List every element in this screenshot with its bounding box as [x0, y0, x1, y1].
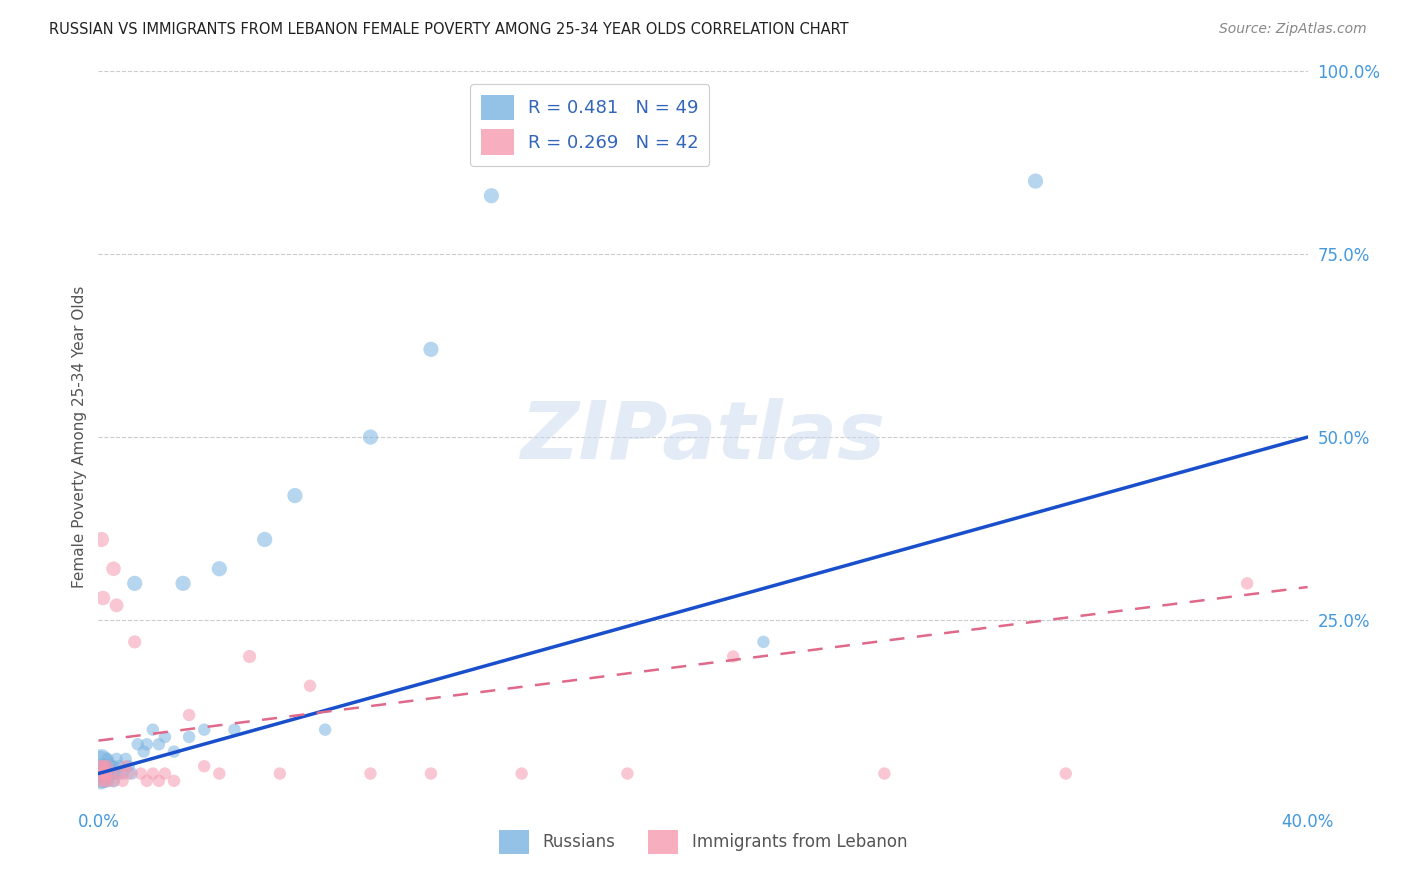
Point	[269, 766, 291, 780]
Point	[105, 766, 128, 780]
Point	[90, 533, 112, 547]
Point	[89, 766, 111, 780]
Point	[153, 730, 176, 744]
Point	[510, 766, 533, 780]
Point	[114, 752, 136, 766]
Point	[105, 599, 128, 613]
Point	[96, 752, 118, 766]
Point	[1236, 576, 1258, 591]
Point	[100, 759, 122, 773]
Point	[124, 576, 146, 591]
Y-axis label: Female Poverty Among 25-34 Year Olds: Female Poverty Among 25-34 Year Olds	[72, 286, 87, 588]
Point	[142, 723, 165, 737]
Point	[193, 723, 215, 737]
Point	[91, 773, 114, 788]
Point	[94, 766, 117, 780]
Point	[93, 766, 115, 780]
Point	[179, 708, 201, 723]
Point	[148, 773, 170, 788]
Point	[299, 679, 322, 693]
Point	[103, 562, 125, 576]
Point	[752, 635, 775, 649]
Point	[103, 773, 125, 788]
Point	[90, 766, 112, 780]
Point	[96, 773, 118, 788]
Point	[360, 430, 382, 444]
Point	[111, 773, 134, 788]
Point	[91, 591, 114, 605]
Point	[91, 759, 114, 773]
Point	[208, 766, 231, 780]
Point	[193, 759, 215, 773]
Point	[93, 766, 115, 780]
Point	[89, 759, 111, 773]
Point	[148, 737, 170, 751]
Point	[314, 723, 336, 737]
Point	[96, 759, 118, 773]
Point	[179, 730, 201, 744]
Point	[89, 766, 111, 780]
Text: RUSSIAN VS IMMIGRANTS FROM LEBANON FEMALE POVERTY AMONG 25-34 YEAR OLDS CORRELAT: RUSSIAN VS IMMIGRANTS FROM LEBANON FEMAL…	[49, 22, 849, 37]
Point	[163, 773, 186, 788]
Point	[723, 649, 745, 664]
Point	[114, 759, 136, 773]
Legend: Russians, Immigrants from Lebanon: Russians, Immigrants from Lebanon	[492, 823, 914, 860]
Point	[284, 489, 307, 503]
Point	[360, 766, 382, 780]
Text: ZIPatlas: ZIPatlas	[520, 398, 886, 476]
Point	[103, 759, 125, 773]
Point	[153, 766, 176, 780]
Point	[103, 773, 125, 788]
Point	[481, 188, 503, 202]
Point	[124, 635, 146, 649]
Point	[105, 752, 128, 766]
Point	[93, 759, 115, 773]
Point	[135, 773, 157, 788]
Point	[420, 343, 443, 357]
Point	[111, 766, 134, 780]
Point	[94, 766, 117, 780]
Point	[91, 759, 114, 773]
Text: Source: ZipAtlas.com: Source: ZipAtlas.com	[1219, 22, 1367, 37]
Point	[208, 562, 231, 576]
Point	[239, 649, 262, 664]
Point	[89, 759, 111, 773]
Point	[96, 759, 118, 773]
Point	[172, 576, 194, 591]
Point	[90, 766, 112, 780]
Point	[253, 533, 276, 547]
Point	[1054, 766, 1077, 780]
Point	[873, 766, 896, 780]
Point	[91, 759, 114, 773]
Point	[90, 773, 112, 788]
Point	[108, 759, 131, 773]
Point	[163, 745, 186, 759]
Point	[108, 766, 131, 780]
Point	[1024, 174, 1046, 188]
Point	[118, 766, 141, 780]
Point	[142, 766, 165, 780]
Point	[420, 766, 443, 780]
Point	[90, 752, 112, 766]
Point	[103, 766, 125, 780]
Point	[224, 723, 246, 737]
Point	[127, 737, 149, 751]
Point	[96, 773, 118, 788]
Point	[100, 766, 122, 780]
Point	[132, 745, 155, 759]
Point	[90, 773, 112, 788]
Point	[93, 773, 115, 788]
Point	[100, 766, 122, 780]
Point	[121, 766, 143, 780]
Point	[118, 759, 141, 773]
Point	[96, 766, 118, 780]
Point	[129, 766, 152, 780]
Point	[135, 737, 157, 751]
Point	[616, 766, 638, 780]
Point	[93, 759, 115, 773]
Point	[93, 773, 115, 788]
